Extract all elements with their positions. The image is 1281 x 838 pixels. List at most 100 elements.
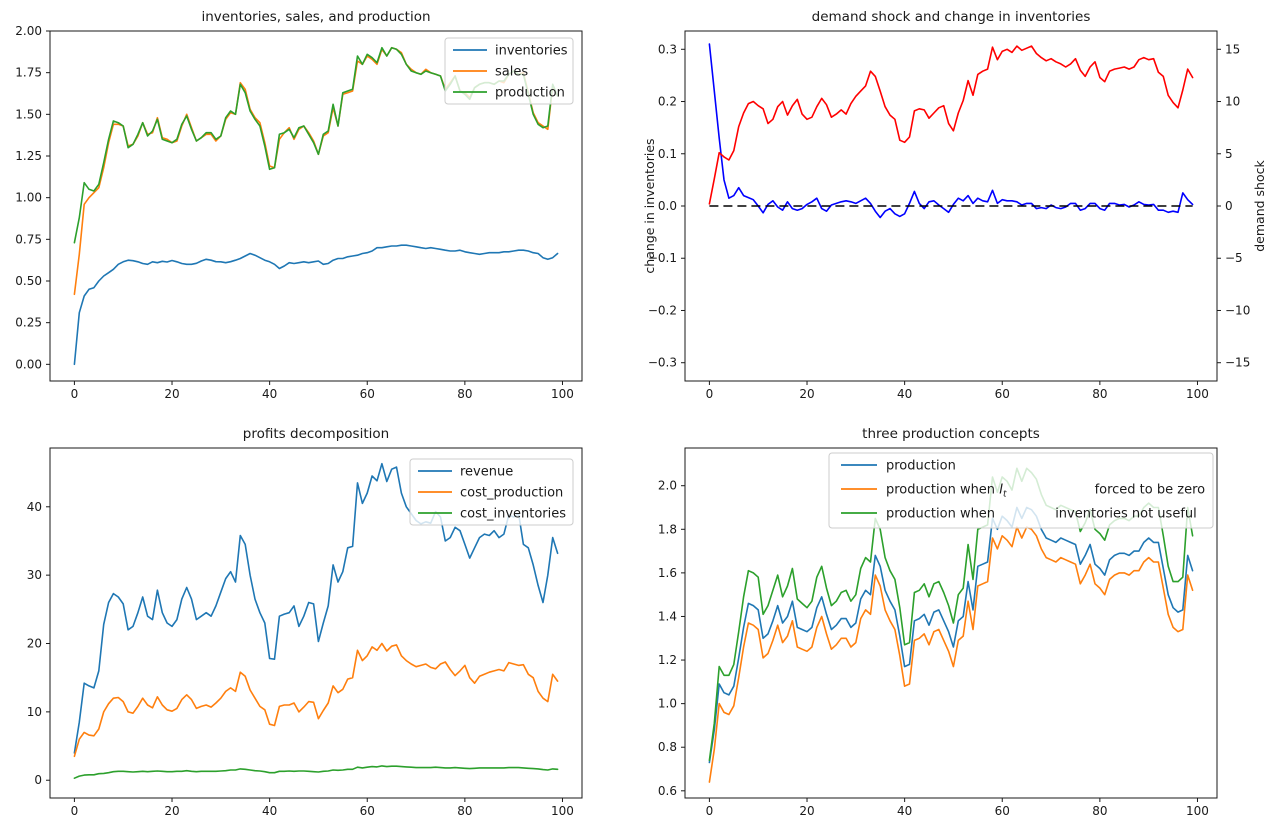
x-tick-label: 100 <box>1186 804 1209 818</box>
y-tick-label: 0.75 <box>15 232 42 246</box>
y-tick-label: 0.2 <box>658 95 677 109</box>
legend-label: revenue <box>460 465 513 480</box>
legend-label: inventories <box>495 44 568 59</box>
y2-tick-label: 10 <box>1225 95 1240 109</box>
legend-label: production when inventories not useful <box>886 507 1197 522</box>
x-tick-label: 0 <box>71 387 79 401</box>
x-tick-label: 80 <box>457 804 472 818</box>
y-tick-label: 1.6 <box>658 566 677 580</box>
legend: production production when It forced to be… <box>828 452 1214 529</box>
legend: inventories sales production <box>444 37 574 105</box>
y-tick-label: 0.25 <box>15 316 42 330</box>
legend-label: cost_production <box>460 486 563 501</box>
legend-box <box>444 37 574 105</box>
legend-label: production when It forced to be zero <box>886 483 1205 500</box>
y-tick-label: 2.0 <box>658 479 677 493</box>
x-tick-label: 20 <box>164 387 179 401</box>
series-line-inventories <box>73 244 559 366</box>
y-tick-label: 30 <box>27 568 42 582</box>
y-tick-label: 1.4 <box>658 609 677 623</box>
x-tick-label: 40 <box>262 804 277 818</box>
chart-profits-decomposition: profits decomposition 0 20 40 60 80 100 0 10 20 3… <box>0 417 640 834</box>
y2-tick-label: −15 <box>1225 356 1250 370</box>
plot-frame <box>684 447 1218 799</box>
chart-canvas-bottom-left: profits decomposition 0 20 40 60 80 100 0 10 20 3… <box>27 426 583 818</box>
x-tick-label: 40 <box>897 387 912 401</box>
legend-label: production <box>886 459 956 474</box>
y-tick-label: 1.50 <box>15 107 42 121</box>
y-tick-label: 0.8 <box>658 740 677 754</box>
series-group <box>73 462 559 780</box>
y-axis-label-right: demand shock <box>1252 160 1267 252</box>
y2-tick-label: −10 <box>1225 303 1250 317</box>
series-line-change-in-inventories <box>708 43 1194 219</box>
y-tick-label: 0 <box>34 773 42 787</box>
y-axis-label-left: change in inventories <box>642 138 657 273</box>
legend-box <box>828 452 1214 529</box>
y-tick-label: 40 <box>27 500 42 514</box>
legend-box <box>409 458 574 526</box>
series-line-demand-shock <box>708 45 1194 205</box>
y-tick-label: 1.0 <box>658 697 677 711</box>
y-tick-label: −0.1 <box>648 251 677 265</box>
y-tick-label: 2.00 <box>15 24 42 38</box>
legend-label: sales <box>495 65 528 80</box>
x-tick-label: 60 <box>360 387 375 401</box>
plot-frame <box>684 30 1218 382</box>
series-line-cost-inventories <box>73 765 559 780</box>
x-tick-label: 60 <box>995 387 1010 401</box>
plot-frame <box>49 30 583 382</box>
series-line-production <box>708 506 1194 764</box>
x-tick-label: 100 <box>551 804 574 818</box>
chart-canvas-bottom-right: three production concepts 0 20 40 60 80 100 0.… <box>658 426 1218 818</box>
legend-label: cost_inventories <box>460 507 566 522</box>
y-tick-label: 1.8 <box>658 522 677 536</box>
series-line-production-when-i-t-forced-to-be-zero <box>708 526 1194 783</box>
series-line-cost-production <box>73 642 559 758</box>
chart-title: profits decomposition <box>243 426 389 442</box>
x-tick-label: 20 <box>799 804 814 818</box>
axes: 0 20 40 60 80 100 0.6 0.8 1.0 1.2 1.4 1.6 1.8 2.0 <box>658 479 1209 818</box>
x-tick-label: 60 <box>995 804 1010 818</box>
y-tick-label: 0.1 <box>658 147 677 161</box>
legend-label: production <box>495 86 565 101</box>
x-tick-label: 20 <box>799 387 814 401</box>
x-tick-label: 40 <box>262 387 277 401</box>
y-tick-label: 0.6 <box>658 784 677 798</box>
x-tick-label: 0 <box>706 804 714 818</box>
y-tick-label: −0.2 <box>648 303 677 317</box>
chart-three-production-concepts: three production concepts 0 20 40 60 80 100 0.… <box>640 417 1281 834</box>
chart-canvas-top-left: inventories, sales, and production 0 20 40… <box>15 9 583 401</box>
y2-tick-label: 15 <box>1225 42 1240 56</box>
y-tick-label: 1.00 <box>15 191 42 205</box>
x-tick-label: 0 <box>706 387 714 401</box>
x-tick-label: 80 <box>1092 387 1107 401</box>
x-tick-label: 100 <box>551 387 574 401</box>
y-tick-label: 1.75 <box>15 66 42 80</box>
y-tick-label: 1.2 <box>658 653 677 667</box>
x-tick-label: 60 <box>360 804 375 818</box>
y2-tick-label: 5 <box>1225 147 1233 161</box>
axes: 0 20 40 60 80 100−0.3−0.2−0.10.00.10.20.3−15−… <box>648 42 1250 401</box>
legend: revenue cost_production cost_inventories <box>409 458 574 526</box>
y-tick-label: 0.0 <box>658 199 677 213</box>
plot-frame <box>49 447 583 799</box>
y-tick-label: 0.50 <box>15 274 42 288</box>
chart-canvas-top-right: demand shock and change in inventories c… <box>642 9 1267 401</box>
y-tick-label: −0.3 <box>648 356 677 370</box>
y-tick-label: 10 <box>27 705 42 719</box>
chart-title: demand shock and change in inventories <box>812 9 1091 25</box>
y-tick-label: 1.25 <box>15 149 42 163</box>
x-tick-label: 80 <box>1092 804 1107 818</box>
x-tick-label: 80 <box>457 387 472 401</box>
y-tick-label: 0.00 <box>15 357 42 371</box>
chart-inventories-sales-production: inventories, sales, and production 0 20 40… <box>0 0 640 417</box>
y2-tick-label: 0 <box>1225 199 1233 213</box>
series-line-revenue <box>73 462 559 754</box>
axes: 0 20 40 60 80 100 0 10 20 30 40 <box>27 500 574 818</box>
y2-tick-label: −5 <box>1225 251 1243 265</box>
y-tick-label: 0.3 <box>658 42 677 56</box>
x-tick-label: 0 <box>71 804 79 818</box>
y-tick-label: 20 <box>27 637 42 651</box>
